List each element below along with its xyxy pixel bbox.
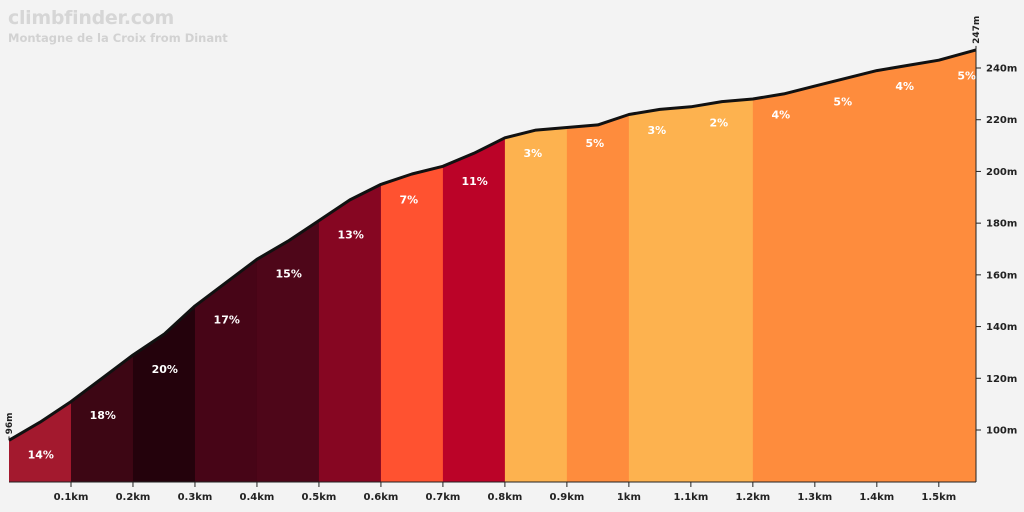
brand-logo-text: climbfinder.com — [8, 7, 174, 29]
x-tick-label-7: 0.7km — [426, 492, 461, 503]
grade-label-10: 5% — [585, 137, 604, 150]
x-tick-label-9: 0.9km — [549, 492, 584, 503]
grade-label-2: 18% — [90, 409, 116, 422]
grade-segment-1 — [9, 49, 72, 482]
x-tick-label-1: 0.1km — [54, 492, 89, 503]
start-elevation-label: 96m — [5, 412, 15, 434]
y-tick-label-8: 240m — [986, 64, 1017, 75]
grade-label-11: 3% — [647, 124, 666, 137]
profile-line — [8, 48, 977, 442]
grade-segment-8 — [442, 49, 506, 482]
x-tick-label-8: 0.8km — [487, 492, 522, 503]
grade-label-7: 7% — [400, 193, 419, 206]
y-tick-label-5: 180m — [986, 219, 1017, 230]
grade-segment-12 — [752, 49, 976, 482]
grade-label-3: 20% — [152, 363, 178, 376]
x-tick-label-3: 0.3km — [178, 492, 213, 503]
y-tick-label-7: 220m — [986, 115, 1017, 126]
climb-subtitle: Montagne de la Croix from Dinant — [8, 31, 228, 45]
x-tick-label-13: 1.3km — [797, 492, 832, 503]
x-tick-label-10: 1km — [617, 492, 641, 503]
y-tick-label-6: 200m — [986, 167, 1017, 178]
grade-label-5: 15% — [276, 268, 302, 281]
x-tick-label-5: 0.5km — [302, 492, 337, 503]
grade-label-8: 11% — [462, 175, 488, 188]
y-tick-label-1: 100m — [986, 426, 1017, 437]
x-tick-label-6: 0.6km — [364, 492, 399, 503]
x-tick-label-14: 1.4km — [859, 492, 894, 503]
grade-label-9: 3% — [523, 147, 542, 160]
grade-segment-7 — [380, 49, 444, 482]
x-tick-label-11: 1.1km — [673, 492, 708, 503]
x-tick-label-2: 0.2km — [116, 492, 151, 503]
grade-label-16: 5% — [957, 69, 976, 82]
grade-label-1: 14% — [28, 449, 54, 462]
grade-segment-10 — [566, 49, 630, 482]
grade-label-4: 17% — [214, 314, 240, 327]
y-tick-label-3: 140m — [986, 322, 1017, 333]
grade-label-6: 13% — [338, 228, 364, 241]
grade-segment-5 — [256, 49, 320, 482]
grade-segment-3 — [132, 49, 196, 482]
grade-segment-4 — [194, 49, 258, 482]
grade-label-14: 5% — [833, 95, 852, 108]
grade-label-15: 4% — [895, 80, 914, 93]
grade-segment-9 — [504, 49, 568, 482]
end-elevation-label: 247m — [972, 16, 982, 44]
x-tick-label-4: 0.4km — [240, 492, 275, 503]
grade-segment-11 — [628, 49, 754, 482]
x-tick-label-15: 1.5km — [921, 492, 956, 503]
grade-label-12: 2% — [709, 116, 728, 129]
y-tick-label-2: 120m — [986, 374, 1017, 385]
x-tick-label-12: 1.2km — [735, 492, 770, 503]
grade-segment-6 — [318, 49, 382, 482]
grade-label-13: 4% — [771, 109, 790, 122]
y-tick-label-4: 160m — [986, 270, 1017, 281]
